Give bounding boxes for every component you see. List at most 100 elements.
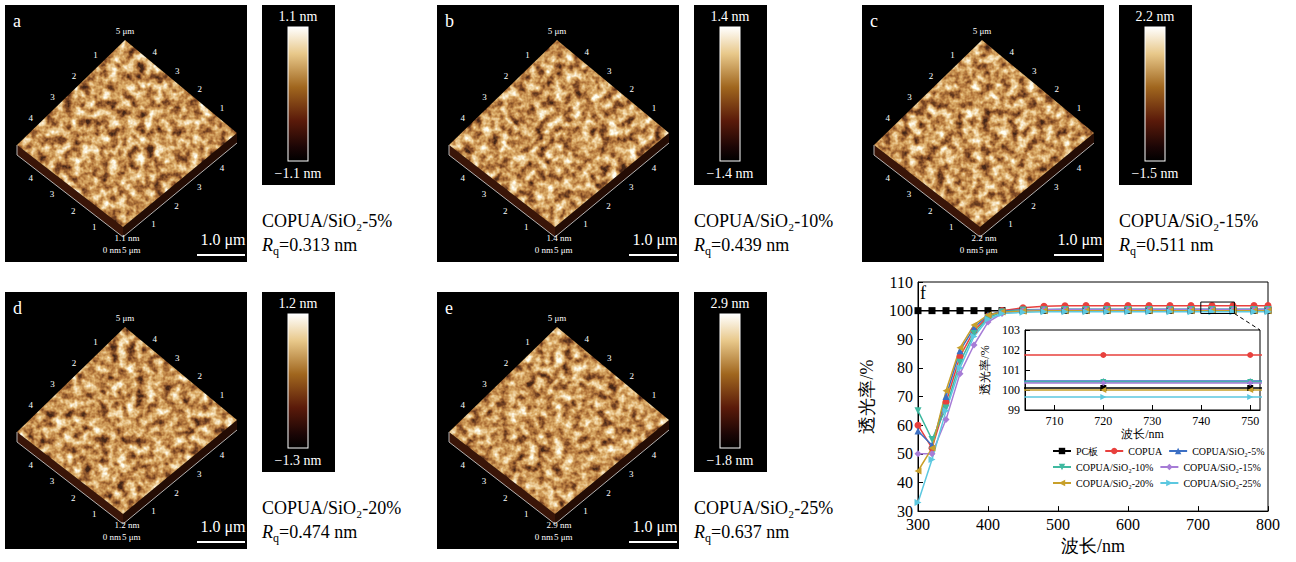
svg-text:1.0 μm: 1.0 μm [1057, 231, 1103, 249]
svg-text:4: 4 [1010, 47, 1015, 57]
svg-text:710: 710 [1045, 414, 1063, 428]
svg-text:1: 1 [524, 222, 529, 232]
svg-text:3: 3 [629, 469, 634, 479]
svg-text:1: 1 [92, 509, 97, 519]
svg-text:1.1 nm: 1.1 nm [279, 9, 318, 24]
svg-text:4: 4 [652, 163, 657, 173]
svg-text:−1.5 nm: −1.5 nm [1132, 166, 1179, 181]
svg-text:103: 103 [1002, 323, 1020, 337]
svg-text:4: 4 [585, 334, 590, 344]
svg-text:100: 100 [889, 302, 913, 319]
svg-text:1: 1 [583, 219, 588, 229]
svg-text:2.9 nm: 2.9 nm [546, 520, 571, 530]
svg-text:300: 300 [906, 516, 930, 533]
svg-text:800: 800 [1256, 516, 1280, 533]
svg-text:COPUA/SiO₂-10%: COPUA/SiO₂-10% [694, 211, 833, 231]
svg-text:2: 2 [174, 201, 179, 211]
svg-text:0 nm: 0 nm [960, 245, 978, 255]
svg-text:99: 99 [1008, 403, 1020, 417]
svg-text:0 nm: 0 nm [103, 245, 121, 255]
svg-text:1: 1 [949, 222, 954, 232]
svg-text:5 μm: 5 μm [122, 532, 141, 542]
svg-text:Rq=0.474 nm: Rq=0.474 nm [261, 522, 357, 545]
svg-text:3: 3 [50, 189, 55, 199]
svg-text:2: 2 [72, 71, 77, 81]
svg-text:1: 1 [151, 219, 156, 229]
svg-text:1: 1 [525, 50, 530, 60]
svg-text:1: 1 [652, 390, 657, 400]
svg-text:4: 4 [29, 173, 34, 183]
svg-text:0 nm: 0 nm [535, 245, 553, 255]
svg-text:0 nm: 0 nm [103, 532, 121, 542]
svg-text:90: 90 [897, 331, 913, 348]
svg-text:700: 700 [1186, 516, 1210, 533]
svg-text:80: 80 [897, 359, 913, 376]
svg-text:2.9 nm: 2.9 nm [711, 296, 750, 311]
svg-text:3: 3 [1054, 182, 1059, 192]
svg-text:3: 3 [1032, 66, 1037, 76]
svg-text:−1.3 nm: −1.3 nm [275, 453, 322, 468]
svg-text:4: 4 [461, 113, 466, 123]
svg-text:−1.8 nm: −1.8 nm [707, 453, 754, 468]
svg-text:COPUA/SiO₂-20%: COPUA/SiO₂-20% [1076, 478, 1153, 489]
svg-text:1: 1 [93, 50, 98, 60]
svg-text:2: 2 [503, 493, 508, 503]
svg-text:COPUA/SiO₂-5%: COPUA/SiO₂-5% [262, 211, 392, 231]
svg-text:2: 2 [504, 71, 509, 81]
svg-text:1: 1 [583, 506, 588, 516]
svg-text:40: 40 [897, 474, 913, 491]
svg-text:1: 1 [151, 506, 156, 516]
svg-text:3: 3 [175, 66, 180, 76]
svg-text:波长/nm: 波长/nm [1061, 536, 1125, 556]
svg-text:400: 400 [976, 516, 1000, 533]
svg-text:2: 2 [197, 84, 202, 94]
svg-text:2: 2 [929, 71, 934, 81]
svg-text:4: 4 [461, 400, 466, 410]
svg-text:Rq=0.637 nm: Rq=0.637 nm [693, 522, 789, 545]
svg-text:3: 3 [907, 189, 912, 199]
svg-text:f: f [920, 283, 926, 303]
svg-text:3: 3 [907, 92, 912, 102]
svg-text:2: 2 [928, 206, 933, 216]
svg-text:Rq=0.313 nm: Rq=0.313 nm [261, 235, 357, 258]
svg-text:2: 2 [1054, 84, 1059, 94]
svg-text:50: 50 [897, 445, 913, 462]
svg-text:1.0 μm: 1.0 μm [632, 231, 678, 249]
svg-text:4: 4 [153, 47, 158, 57]
svg-text:5 μm: 5 μm [122, 245, 141, 255]
svg-text:1: 1 [220, 103, 225, 113]
svg-text:4: 4 [461, 173, 466, 183]
svg-text:720: 720 [1094, 414, 1112, 428]
svg-text:750: 750 [1241, 414, 1259, 428]
svg-text:COPUA: COPUA [1128, 446, 1163, 457]
svg-text:4: 4 [1077, 163, 1082, 173]
svg-text:1.0 μm: 1.0 μm [632, 518, 678, 536]
svg-text:1.1 nm: 1.1 nm [114, 233, 139, 243]
svg-text:2: 2 [71, 493, 76, 503]
svg-text:c: c [870, 11, 878, 31]
svg-text:1.4 nm: 1.4 nm [546, 233, 571, 243]
svg-text:2.2 nm: 2.2 nm [971, 233, 996, 243]
svg-text:5 μm: 5 μm [973, 26, 992, 36]
svg-text:COPUA/SiO₂-5%: COPUA/SiO₂-5% [1192, 446, 1264, 457]
svg-text:5 μm: 5 μm [554, 532, 573, 542]
svg-text:740: 740 [1192, 414, 1210, 428]
svg-text:波长/nm: 波长/nm [1121, 427, 1164, 441]
svg-text:500: 500 [1046, 516, 1070, 533]
svg-text:2: 2 [72, 358, 77, 368]
svg-text:1: 1 [220, 390, 225, 400]
svg-text:1.4 nm: 1.4 nm [711, 9, 750, 24]
svg-text:4: 4 [585, 47, 590, 57]
svg-text:4: 4 [29, 113, 34, 123]
svg-text:3: 3 [197, 469, 202, 479]
svg-text:4: 4 [652, 450, 657, 460]
svg-text:−1.1 nm: −1.1 nm [275, 166, 322, 181]
svg-text:600: 600 [1116, 516, 1140, 533]
svg-text:110: 110 [890, 274, 913, 291]
svg-text:70: 70 [897, 388, 913, 405]
svg-text:Rq=0.511 nm: Rq=0.511 nm [1118, 235, 1213, 258]
svg-text:2: 2 [629, 84, 634, 94]
svg-text:3: 3 [175, 353, 180, 363]
svg-text:1: 1 [92, 222, 97, 232]
svg-text:COPUA/SiO₂-15%: COPUA/SiO₂-15% [1119, 211, 1258, 231]
